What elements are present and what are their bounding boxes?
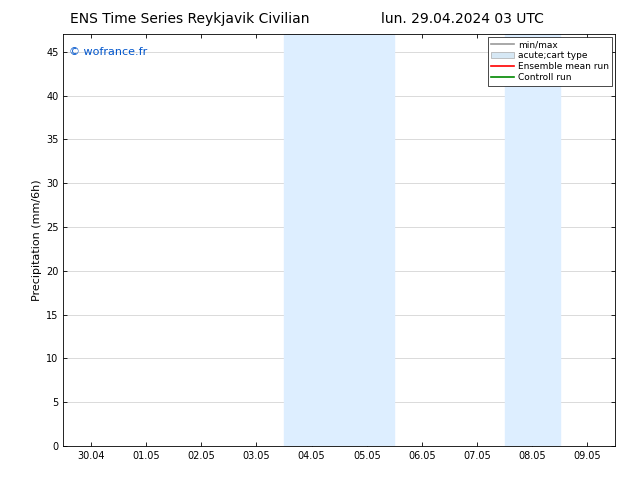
Bar xyxy=(505,34,560,446)
Bar xyxy=(339,34,394,446)
Text: lun. 29.04.2024 03 UTC: lun. 29.04.2024 03 UTC xyxy=(382,12,544,26)
Text: © wofrance.fr: © wofrance.fr xyxy=(69,47,147,57)
Bar xyxy=(284,34,339,446)
Text: ENS Time Series Reykjavik Civilian: ENS Time Series Reykjavik Civilian xyxy=(70,12,310,26)
Legend: min/max, acute;cart type, Ensemble mean run, Controll run: min/max, acute;cart type, Ensemble mean … xyxy=(488,37,612,86)
Y-axis label: Precipitation (mm/6h): Precipitation (mm/6h) xyxy=(32,179,42,301)
